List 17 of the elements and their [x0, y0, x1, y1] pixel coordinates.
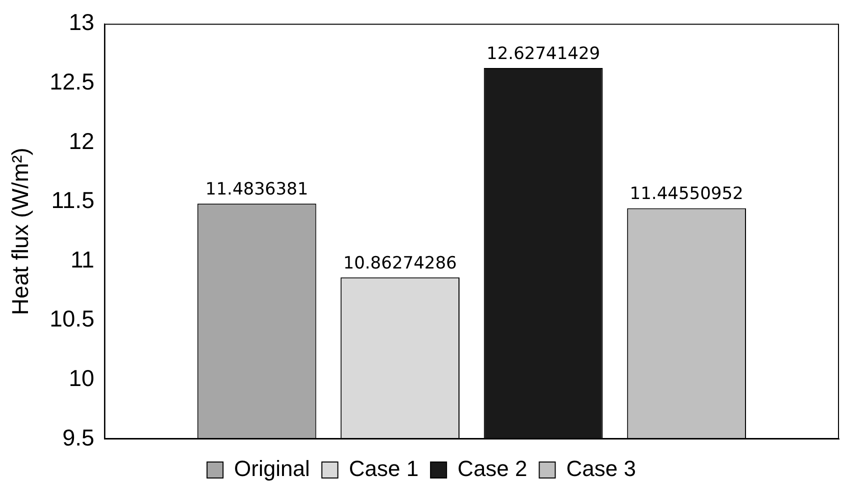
- y-tick-label: 11.5: [51, 187, 94, 214]
- y-tick-label: 12.5: [50, 68, 94, 94]
- legend-label: Case 1: [348, 456, 419, 482]
- y-tick-label: 13: [68, 9, 94, 36]
- data-label: 12.62741429: [486, 44, 600, 64]
- data-label: 11.4836381: [205, 180, 308, 200]
- legend-label: Original: [234, 456, 310, 482]
- y-tick-label: 9.5: [62, 424, 94, 450]
- data-label: 10.86274286: [343, 253, 457, 274]
- legend-label: Case 2: [458, 456, 528, 482]
- y-tick-label: 10: [68, 365, 94, 392]
- y-tick-label: 10.5: [50, 306, 94, 332]
- data-label: 11.44550952: [630, 184, 744, 204]
- y-axis-title: Heat flux (W/m²): [7, 148, 34, 316]
- y-tick-label: 12: [68, 128, 94, 154]
- y-tick-label: 11: [70, 246, 94, 272]
- legend-label: Case 3: [566, 456, 636, 482]
